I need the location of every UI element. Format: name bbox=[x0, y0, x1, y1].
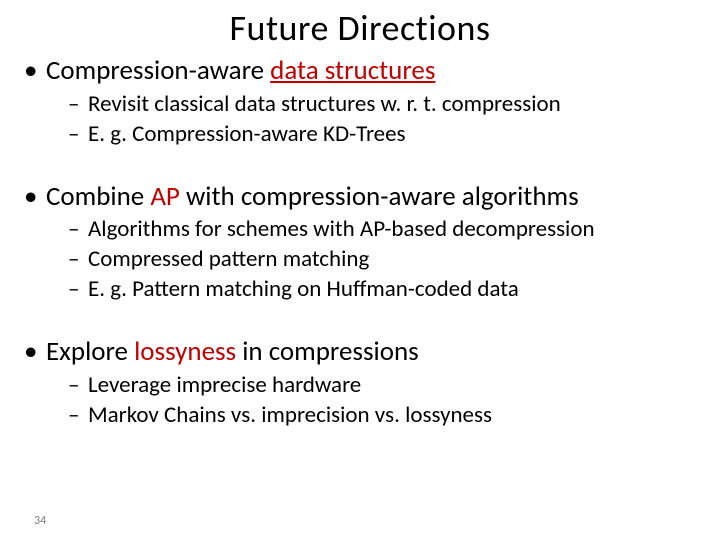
bullet-text-prefix: Combine bbox=[46, 180, 150, 213]
sub-list: Algorithms for schemes with AP-based dec… bbox=[46, 215, 698, 305]
sub-item: Leverage imprecise hardware bbox=[68, 371, 698, 401]
sub-item: E. g. Pattern matching on Huffman-coded … bbox=[68, 275, 698, 305]
sub-item: Markov Chains vs. imprecision vs. lossyn… bbox=[68, 401, 698, 431]
bullet-item: Combine AP with compression-aware algori… bbox=[22, 180, 698, 305]
sub-item: Algorithms for schemes with AP-based dec… bbox=[68, 215, 698, 245]
sub-item: Compressed pattern matching bbox=[68, 245, 698, 275]
bullet-text-prefix: Explore bbox=[46, 335, 134, 368]
spacer bbox=[22, 309, 698, 335]
bullet-highlight: lossyness bbox=[134, 335, 236, 368]
bullet-text-prefix: Compression-aware bbox=[46, 54, 270, 87]
bullet-list: Compression-aware data structures Revisi… bbox=[22, 54, 698, 430]
bullet-item: Explore lossyness in compressions Levera… bbox=[22, 335, 698, 431]
bullet-text-suffix: with compression-aware algorithms bbox=[180, 180, 579, 213]
slide-content: Compression-aware data structures Revisi… bbox=[0, 54, 720, 430]
page-number: 34 bbox=[34, 514, 46, 528]
slide: Future Directions Compression-aware data… bbox=[0, 6, 720, 540]
bullet-item: Compression-aware data structures Revisi… bbox=[22, 54, 698, 150]
sub-list: Leverage imprecise hardware Markov Chain… bbox=[46, 371, 698, 431]
bullet-highlight: AP bbox=[150, 180, 180, 213]
slide-title: Future Directions bbox=[0, 6, 720, 50]
bullet-text-suffix: in compressions bbox=[236, 335, 419, 368]
spacer bbox=[22, 154, 698, 180]
bullet-highlight: data structures bbox=[270, 54, 435, 87]
sub-list: Revisit classical data structures w. r. … bbox=[46, 90, 698, 150]
sub-item: Revisit classical data structures w. r. … bbox=[68, 90, 698, 120]
sub-item: E. g. Compression-aware KD-Trees bbox=[68, 120, 698, 150]
